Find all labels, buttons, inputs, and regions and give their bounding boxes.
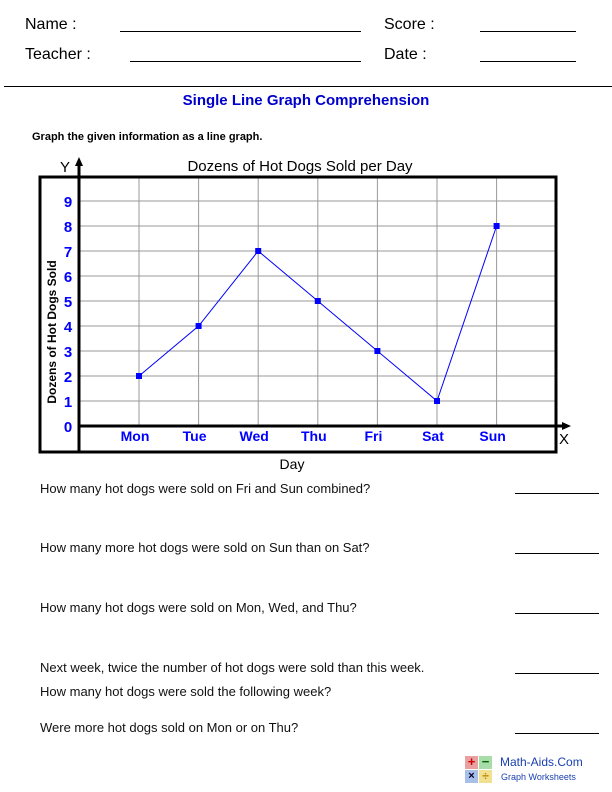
x-axis-arrow-icon	[562, 422, 571, 430]
question-2: How many more hot dogs were sold on Sun …	[40, 540, 370, 555]
y-axis-label: Dozens of Hot Dogs Sold	[45, 260, 59, 403]
worksheet-title: Single Line Graph Comprehension	[182, 92, 430, 109]
svg-text:8: 8	[64, 219, 72, 236]
svg-text:6: 6	[64, 269, 72, 286]
name-label: Name :	[25, 16, 77, 33]
teacher-label: Teacher :	[25, 46, 91, 63]
question-3: How many hot dogs were sold on Mon, Wed,…	[40, 600, 357, 615]
question-4-line-1: Next week, twice the number of hot dogs …	[40, 660, 425, 675]
svg-text:Wed: Wed	[240, 428, 269, 444]
teacher-field[interactable]	[130, 61, 361, 62]
x-axis-label: Day	[280, 456, 305, 472]
x-axis-letter: X	[559, 431, 569, 448]
svg-text:3: 3	[64, 344, 72, 361]
x-tick-labels: Mon Tue Wed Thu Fri Sat Sun	[121, 428, 506, 444]
chart-title: Dozens of Hot Dogs Sold per Day	[187, 158, 413, 175]
y-axis-arrow-icon	[75, 157, 83, 166]
svg-text:4: 4	[64, 319, 73, 336]
instruction-text: Graph the given information as a line gr…	[32, 131, 263, 143]
y-tick-labels: 0 1 2 3 4 5 6 7 8 9	[64, 194, 73, 436]
question-1: How many hot dogs were sold on Fri and S…	[40, 481, 371, 496]
header-divider	[4, 86, 612, 87]
brand-name: Math-Aids.Com	[500, 755, 583, 769]
answer-3-field[interactable]	[515, 613, 599, 614]
svg-text:0: 0	[64, 419, 72, 436]
date-label: Date :	[384, 46, 427, 63]
math-aids-logo-icon: + − × ÷	[465, 755, 493, 784]
answer-1-field[interactable]	[515, 493, 599, 494]
chart-frame	[38, 175, 558, 454]
answer-2-field[interactable]	[515, 553, 599, 554]
chart-grid	[79, 177, 556, 426]
name-field[interactable]	[120, 31, 361, 32]
brand-subtitle: Graph Worksheets	[501, 772, 576, 782]
svg-text:1: 1	[64, 394, 72, 411]
svg-text:2: 2	[64, 369, 72, 386]
svg-text:Sat: Sat	[422, 428, 444, 444]
svg-text:Tue: Tue	[183, 428, 207, 444]
score-field[interactable]	[480, 31, 576, 32]
svg-text:Thu: Thu	[301, 428, 327, 444]
svg-text:5: 5	[64, 294, 72, 311]
svg-text:7: 7	[64, 244, 72, 261]
score-label: Score :	[384, 16, 435, 33]
svg-text:Sun: Sun	[479, 428, 505, 444]
date-field[interactable]	[480, 61, 576, 62]
answer-5-field[interactable]	[515, 733, 599, 734]
svg-text:9: 9	[64, 194, 72, 211]
data-markers	[136, 223, 500, 404]
answer-4-field[interactable]	[515, 673, 599, 674]
svg-text:Fri: Fri	[364, 428, 382, 444]
y-axis-letter: Y	[60, 159, 70, 176]
svg-text:Mon: Mon	[121, 428, 150, 444]
question-5: Were more hot dogs sold on Mon or on Thu…	[40, 720, 299, 735]
question-4-line-2: How many hot dogs were sold the followin…	[40, 684, 332, 699]
